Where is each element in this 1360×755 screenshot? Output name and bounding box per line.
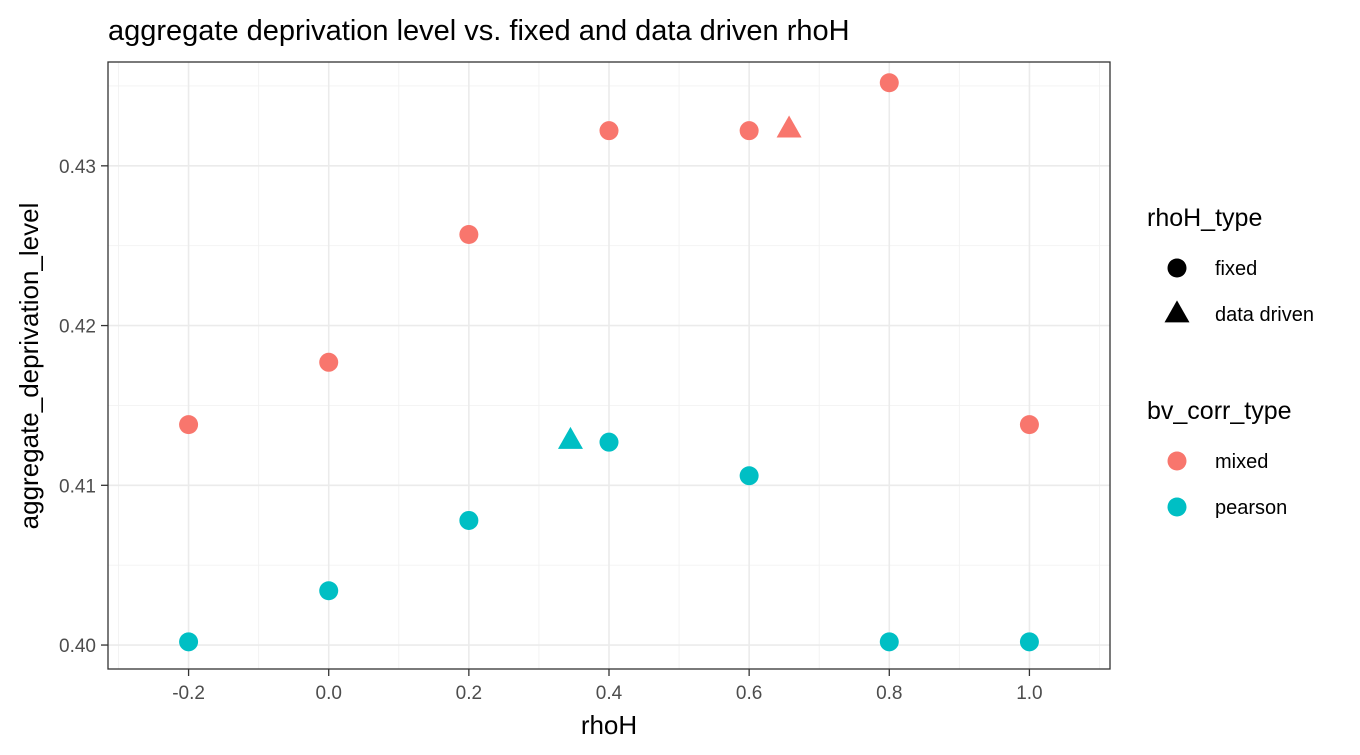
x-tick-label: -0.2 bbox=[172, 683, 205, 704]
data-point-circle-mixed bbox=[179, 415, 199, 435]
legend-title-color: bv_corr_type bbox=[1147, 397, 1292, 425]
x-tick-label: 0.4 bbox=[596, 683, 623, 704]
legend-key-circle bbox=[1167, 258, 1187, 278]
data-points bbox=[179, 73, 1039, 652]
x-tick-label: 1.0 bbox=[1016, 683, 1042, 704]
data-point-circle-pearson bbox=[459, 510, 479, 530]
legend-title-shape: rhoH_type bbox=[1147, 204, 1262, 232]
y-tick-label: 0.42 bbox=[59, 317, 96, 338]
data-point-circle-mixed bbox=[319, 352, 339, 372]
chart-title: aggregate deprivation level vs. fixed an… bbox=[108, 15, 850, 47]
data-point-triangle-mixed bbox=[776, 115, 802, 138]
data-point-circle-pearson bbox=[879, 632, 899, 652]
y-tick-label: 0.40 bbox=[59, 636, 96, 657]
data-point-circle-mixed bbox=[879, 73, 899, 93]
data-point-circle-mixed bbox=[1019, 415, 1039, 435]
y-tick-label: 0.43 bbox=[59, 157, 96, 178]
legend-label-color: pearson bbox=[1215, 497, 1287, 519]
x-tick-label: 0.6 bbox=[736, 683, 762, 704]
legend-label-shape: data driven bbox=[1215, 304, 1314, 326]
x-axis: -0.2 0.0 0.2 0.4 0.6 0.8 1.0 bbox=[172, 669, 1043, 704]
y-tick-label: 0.41 bbox=[59, 476, 96, 497]
data-point-triangle-pearson bbox=[557, 426, 583, 449]
x-tick-label: 0.0 bbox=[316, 683, 342, 704]
data-point-circle-mixed bbox=[459, 225, 479, 245]
data-point-circle-pearson bbox=[179, 632, 199, 652]
legend-label-color: mixed bbox=[1215, 451, 1268, 473]
data-point-circle-mixed bbox=[739, 121, 759, 141]
x-axis-title: rhoH bbox=[581, 710, 637, 740]
x-tick-label: 0.2 bbox=[456, 683, 482, 704]
legend-key-triangle bbox=[1164, 300, 1190, 323]
y-axis: 0.40 0.41 0.42 0.43 bbox=[59, 157, 108, 657]
data-point-circle-mixed bbox=[599, 121, 619, 141]
y-axis-title: aggregate_deprivation_level bbox=[14, 203, 44, 530]
data-point-circle-pearson bbox=[739, 466, 759, 486]
legend-key-pearson bbox=[1167, 497, 1187, 517]
data-point-circle-pearson bbox=[1019, 632, 1039, 652]
legend-key-mixed bbox=[1167, 451, 1187, 471]
x-tick-label: 0.8 bbox=[876, 683, 902, 704]
data-point-circle-pearson bbox=[319, 581, 339, 601]
data-point-circle-pearson bbox=[599, 432, 619, 452]
legend-label-shape: fixed bbox=[1215, 258, 1257, 280]
